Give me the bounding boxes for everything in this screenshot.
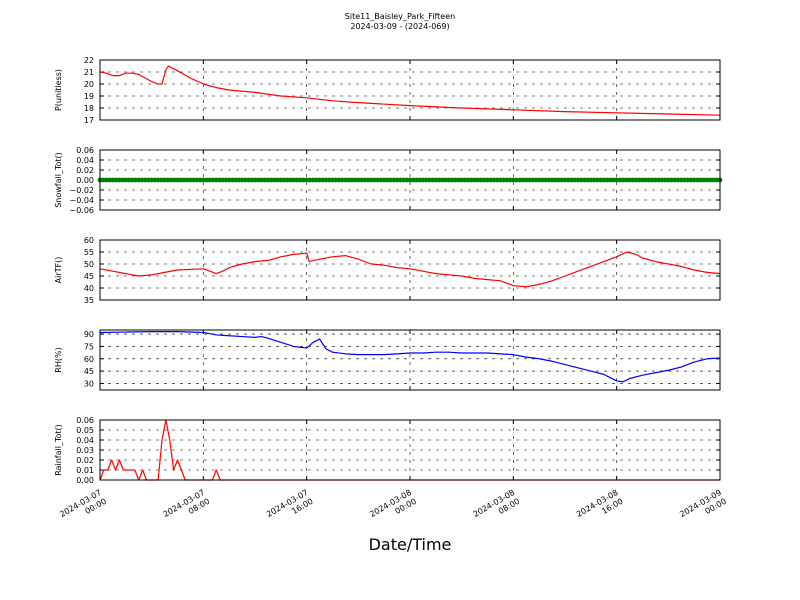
y-tick-label: 19 — [84, 92, 94, 101]
series-snowfall — [97, 177, 723, 183]
y-tick-label: 0.02 — [76, 166, 94, 175]
y-tick-label: 40 — [84, 284, 94, 293]
panel-p: 17 18 19 20 21 22 P(unitless) — [54, 56, 721, 125]
y-tick-label: 0.03 — [76, 446, 94, 455]
x-axis-label: Date/Time — [369, 535, 452, 554]
y-tick-label: 0.06 — [76, 416, 94, 425]
y-tick-label: 45 — [84, 367, 94, 376]
y-tick-label: 0.04 — [76, 156, 94, 165]
y-tick-label: 90 — [84, 330, 94, 339]
y-tick-label: 18 — [84, 104, 94, 113]
y-tick-label: −0.02 — [69, 186, 94, 195]
y-tick-label: 0.02 — [76, 456, 94, 465]
y-tick-label: −0.04 — [69, 196, 94, 205]
y-tick-label: 21 — [84, 68, 94, 77]
series-line-p — [99, 65, 721, 116]
y-axis-label: RH(%) — [54, 347, 63, 372]
panel-frame — [99, 329, 721, 391]
y-tick-label: 0.00 — [76, 476, 94, 485]
panel-rainfall: 0.000.010.020.030.040.050.06 Rainfall_Tot… — [54, 416, 721, 485]
y-axis-label: Rainfall_Tot() — [54, 424, 63, 476]
panel-frame — [99, 59, 721, 121]
y-tick-label: 0.05 — [76, 426, 94, 435]
y-axis-label: P(unitless) — [54, 69, 63, 111]
y-tick-label: 17 — [84, 116, 94, 125]
y-tick-label: 22 — [84, 56, 94, 65]
panel-frame — [99, 419, 721, 481]
y-tick-label: 75 — [84, 342, 94, 351]
y-tick-label: 30 — [84, 379, 94, 388]
panels-group: 171819202122P(unitless)−0.06−0.04−0.020.… — [54, 56, 723, 485]
y-tick-label: 0.01 — [76, 466, 94, 475]
y-tick-label: 0.00 — [76, 176, 94, 185]
panel-airtf: 35 40 45 50 55 60 AirTF() — [54, 236, 721, 305]
panel-snowfall: −0.06−0.04−0.020.000.020.040.06 Snowfall_… — [54, 146, 723, 215]
y-tick-label: 20 — [84, 80, 94, 89]
panel-frame — [99, 149, 721, 211]
series-line-airtf — [99, 251, 721, 288]
y-axis-label: AirTF() — [54, 257, 63, 284]
panel-frame — [99, 239, 721, 301]
chart-title: Site11_Baisley_Park_Fifteen — [345, 12, 455, 21]
y-tick-label: 50 — [84, 260, 94, 269]
y-tick-label: 60 — [84, 236, 94, 245]
panel-rh: 30 45 60 75 90 RH(%) — [54, 329, 721, 391]
y-tick-label: −0.06 — [69, 206, 94, 215]
chart-subtitle: 2024-03-09 - (2024-069) — [350, 22, 449, 31]
y-tick-label: 55 — [84, 248, 94, 257]
y-tick-label: 60 — [84, 355, 94, 364]
y-tick-label: 0.04 — [76, 436, 94, 445]
y-tick-label: 0.06 — [76, 146, 94, 155]
y-tick-label: 45 — [84, 272, 94, 281]
y-axis-label: Snowfall_Tot() — [54, 152, 63, 208]
series-line-rh — [99, 331, 721, 383]
y-tick-label: 35 — [84, 296, 94, 305]
